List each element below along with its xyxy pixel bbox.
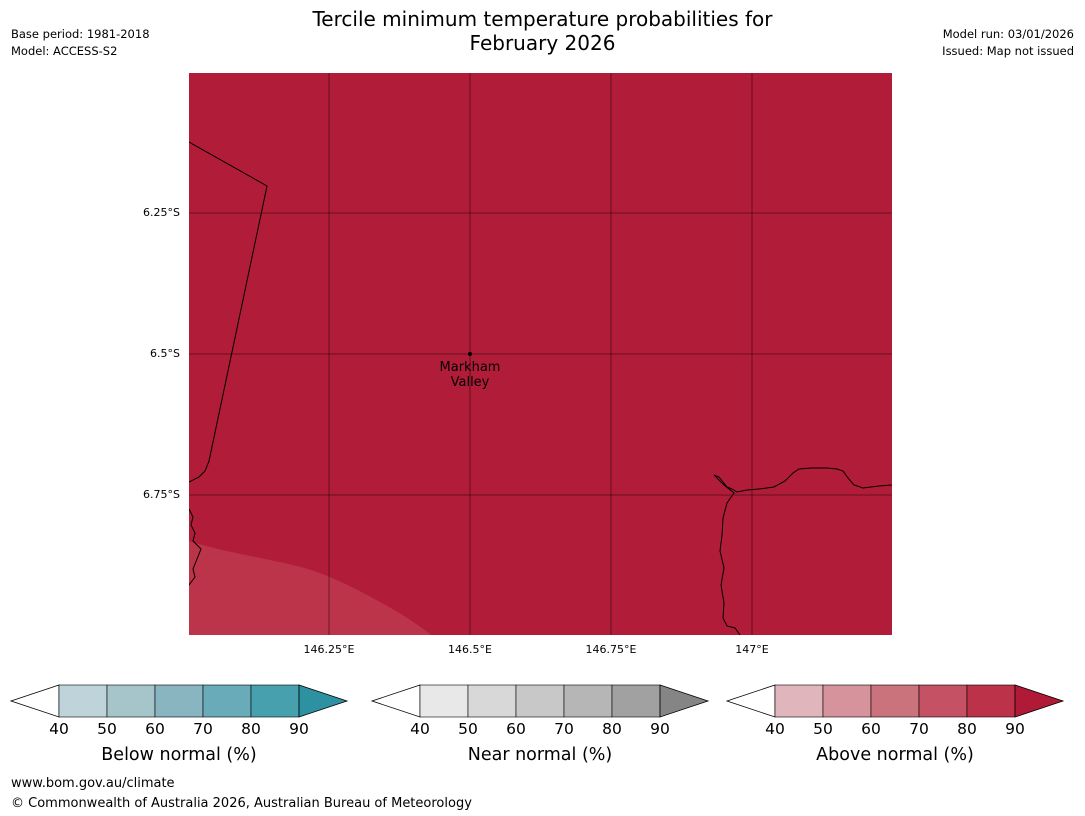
lat-label-6-75: 6.75°S bbox=[143, 488, 180, 501]
colorbar-tick-label: 80 bbox=[602, 720, 622, 738]
colorbar-tick-label: 40 bbox=[410, 720, 430, 738]
west-coastline bbox=[189, 508, 202, 586]
colorbar-under-arrow bbox=[725, 684, 776, 718]
colorbar-segment bbox=[515, 684, 565, 718]
province-boundary bbox=[189, 141, 268, 483]
meta-right: Model run: 03/01/2026 Issued: Map not is… bbox=[942, 26, 1074, 60]
colorbar-tick-label: 80 bbox=[957, 720, 977, 738]
gulf-coastline bbox=[713, 467, 892, 635]
place-marker bbox=[468, 352, 472, 356]
colorbar-tick-label: 60 bbox=[861, 720, 881, 738]
colorbar-tick-label: 50 bbox=[97, 720, 117, 738]
colorbar-over-arrow bbox=[659, 684, 710, 718]
colorbar-segment bbox=[419, 684, 469, 718]
colorbar-segment bbox=[966, 684, 1016, 718]
meta-left: Base period: 1981-2018 Model: ACCESS-S2 bbox=[11, 26, 150, 60]
colorbar-segment bbox=[822, 684, 872, 718]
model-text: Model: ACCESS-S2 bbox=[11, 44, 118, 58]
colorbar-title: Near normal (%) bbox=[467, 745, 613, 765]
place-label: Markham Valley bbox=[439, 360, 501, 390]
colorbar-segment bbox=[467, 684, 517, 718]
map-panel[interactable] bbox=[189, 73, 892, 635]
graticule bbox=[189, 73, 892, 635]
colorbar-segment bbox=[563, 684, 613, 718]
colorbar-below bbox=[9, 684, 349, 718]
colorbar-tick-label: 70 bbox=[193, 720, 213, 738]
lon-label-146-25: 146.25°E bbox=[303, 643, 355, 656]
colorbar-title: Below normal (%) bbox=[101, 745, 257, 765]
lon-label-147: 147°E bbox=[735, 643, 769, 656]
colorbar-segment bbox=[918, 684, 968, 718]
lat-label-6-25: 6.25°S bbox=[143, 206, 180, 219]
colorbar-over-arrow bbox=[298, 684, 349, 718]
colorbar-tick-label: 60 bbox=[145, 720, 165, 738]
colorbar-segment bbox=[870, 684, 920, 718]
colorbar-tick-label: 90 bbox=[650, 720, 670, 738]
footer-url[interactable]: www.bom.gov.au/climate bbox=[11, 776, 175, 791]
boundaries bbox=[189, 141, 892, 635]
colorbar-tick-label: 50 bbox=[458, 720, 478, 738]
colorbar-tick-label: 90 bbox=[289, 720, 309, 738]
colorbar-segment bbox=[106, 684, 156, 718]
colorbar-tick-label: 80 bbox=[241, 720, 261, 738]
lat-label-6-5: 6.5°S bbox=[150, 347, 180, 360]
base-period-text: Base period: 1981-2018 bbox=[11, 27, 150, 41]
colorbar-title: Above normal (%) bbox=[816, 745, 974, 765]
lon-label-146-75: 146.75°E bbox=[585, 643, 637, 656]
colorbar-tick-label: 60 bbox=[506, 720, 526, 738]
colorbar-near bbox=[370, 684, 710, 718]
model-run-text: Model run: 03/01/2026 bbox=[942, 27, 1074, 41]
footer-copyright: © Commonwealth of Australia 2026, Austra… bbox=[11, 796, 472, 811]
issued-text: Issued: Map not issued bbox=[942, 44, 1074, 58]
colorbar-segment bbox=[202, 684, 252, 718]
colorbar-tick-label: 70 bbox=[909, 720, 929, 738]
colorbar-segment bbox=[774, 684, 824, 718]
colorbar-tick-label: 50 bbox=[813, 720, 833, 738]
colorbar-tick-label: 40 bbox=[765, 720, 785, 738]
colorbar-segment bbox=[154, 684, 204, 718]
colorbar-above bbox=[725, 684, 1065, 718]
colorbar-tick-label: 90 bbox=[1005, 720, 1025, 738]
map-canvas bbox=[189, 73, 892, 635]
map-title: Tercile minimum temperature probabilitie… bbox=[312, 7, 773, 55]
colorbar-tick-label: 70 bbox=[554, 720, 574, 738]
colorbar-segment bbox=[250, 684, 300, 718]
lon-label-146-5: 146.5°E bbox=[448, 643, 492, 656]
lower-probability-region bbox=[189, 541, 431, 635]
colorbar-over-arrow bbox=[1014, 684, 1065, 718]
colorbar-tick-label: 40 bbox=[49, 720, 69, 738]
